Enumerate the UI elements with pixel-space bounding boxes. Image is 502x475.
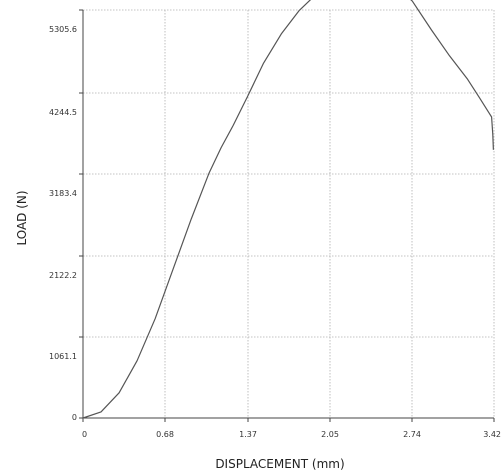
- x-tick-label: 0: [82, 430, 87, 439]
- y-tick-labels: 0 1061.1 2122.2 3183.4 4244.5 5305.6: [49, 9, 83, 422]
- x-tick-label: 0.68: [156, 430, 174, 439]
- series-group: [82, 0, 494, 419]
- axes: [80, 10, 494, 421]
- x-tick-label: 2.74: [403, 430, 421, 439]
- x-tick-labels: 0 0.68 1.37 2.05 2.74 3.42: [82, 418, 501, 439]
- x-tick-label: 1.37: [239, 430, 257, 439]
- x-axis-label: DISPLACEMENT (mm): [215, 457, 344, 471]
- x-tick-label: 2.05: [321, 430, 339, 439]
- y-tick-label: 1061.1: [49, 352, 77, 361]
- load-curve: [82, 0, 494, 419]
- y-axis-label: LOAD (N): [15, 190, 29, 245]
- y-tick-label: 4244.5: [49, 108, 77, 117]
- y-tick-label: 5305.6: [49, 25, 77, 34]
- gridlines: [83, 9, 495, 418]
- y-tick-label: 0: [72, 413, 77, 422]
- y-tick-label: 3183.4: [49, 189, 77, 198]
- x-tick-label: 3.42: [483, 430, 501, 439]
- y-tick-label: 2122.2: [49, 271, 77, 280]
